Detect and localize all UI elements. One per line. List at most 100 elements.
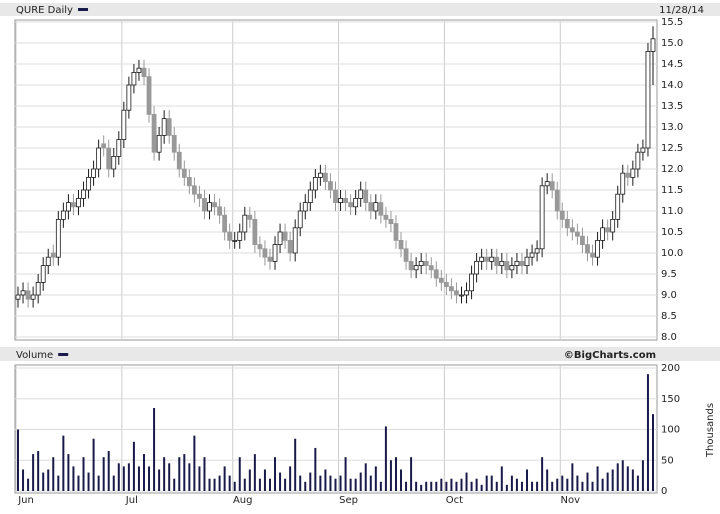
bar [344,457,347,491]
bar [641,460,644,491]
candle-body [539,185,545,250]
bar [349,478,352,491]
candle-body [534,248,540,254]
candle-body [640,147,646,153]
bar [223,466,226,491]
bar [268,478,271,491]
candle-body [302,202,308,212]
bar [646,374,649,491]
credit: ©BigCharts.com [564,350,656,361]
bar [304,481,307,491]
bar [67,454,70,491]
bar [551,481,554,491]
x-tick-label: Oct [446,495,463,506]
candle-body [171,134,177,153]
y-tick-label: 11.5 [661,185,683,196]
bar [581,481,584,491]
candle-body [96,147,102,170]
bar [515,478,518,491]
candle-body [529,252,535,258]
bar [178,457,181,491]
bar [586,472,589,491]
bar [183,454,186,491]
candle-body [207,202,212,212]
candle-body [590,252,595,258]
candle-body [650,38,656,52]
bar [505,484,508,491]
bar [601,478,604,491]
bar [97,475,100,491]
candle-body [71,202,76,208]
bar [379,481,382,491]
x-tick-label: Aug [233,495,253,506]
bar [279,472,282,491]
candle-body [136,67,142,73]
bar [193,435,196,491]
bar [606,472,609,491]
bar [394,457,397,491]
candle-body [40,265,46,283]
candle-body [449,286,454,292]
candle-body [146,76,152,115]
bar [405,481,408,491]
chart-title: QURE Daily [16,5,73,16]
bar [500,466,503,491]
bar [294,438,297,491]
candle-body [86,176,91,191]
candle-body [549,181,555,191]
bar [329,475,332,491]
candle-body [615,193,621,220]
bar [591,481,594,491]
candle-body [368,202,374,212]
candle-body [91,168,96,178]
bar [102,457,105,491]
candle-body [575,231,580,237]
y-tick-label: 15.0 [661,38,683,49]
x-tick-label: Jun [17,495,34,506]
bar [536,481,539,491]
bar [117,463,120,491]
y-tick-label: 0 [661,486,667,497]
bar [42,472,45,491]
bar [218,475,221,491]
candle-body [60,210,66,220]
bar [228,475,231,491]
candle-body [186,176,192,187]
bar [485,475,488,491]
bar [369,475,372,491]
candle-body [544,181,550,187]
candle-body [479,256,485,262]
bar [263,469,266,491]
candle-body [459,294,464,297]
candle-body [81,189,86,199]
bar [274,457,277,491]
y-tick-label: 12.5 [661,143,683,154]
bar [112,475,115,491]
bar [203,457,206,491]
y-tick-label: 11.0 [661,206,683,217]
candle-body [403,248,409,262]
candle-body [25,290,31,300]
bar [243,478,246,491]
bar [364,463,367,491]
bar [107,451,110,491]
candle-body [65,202,71,212]
bar [374,466,377,491]
candle-body [272,244,278,262]
bar [309,472,312,491]
bar [168,463,171,491]
candle-body [106,147,112,170]
bar [566,478,569,491]
bar [415,481,418,491]
bar [480,484,483,491]
header-strip [0,347,720,361]
candle-body [222,214,228,233]
bar [213,478,216,491]
bar [460,478,463,491]
bar [27,478,30,491]
candle-body [338,197,343,203]
bar [425,481,428,491]
candle-body [509,265,515,271]
